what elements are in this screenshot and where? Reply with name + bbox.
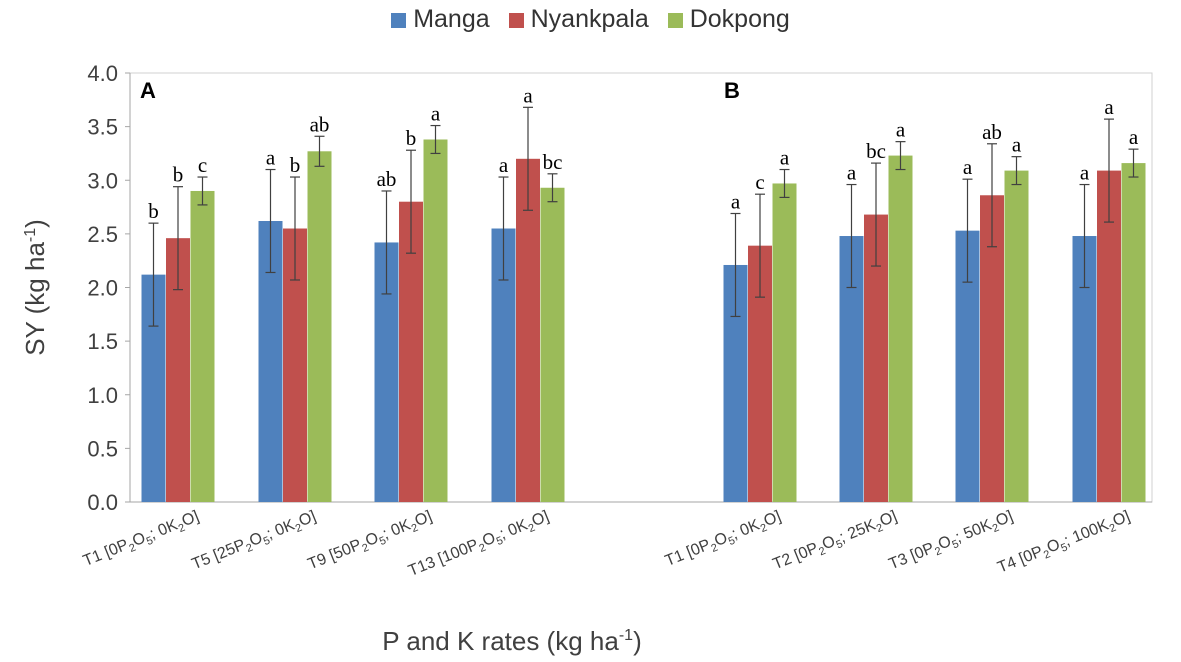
bar-dokpong [307,151,332,503]
significance-letter: a [896,118,906,142]
y-tick-label: 0.5 [87,436,118,461]
significance-letter: c [755,170,764,194]
y-tick-label: 1.0 [87,383,118,408]
x-tick-label: T1 [0P2O5; 0K2O] [663,508,785,573]
x-axis-title: P and K rates (kg ha-1) [382,626,641,656]
bar-nyankpala [1097,170,1121,502]
legend-label-nyankpala: Nyankpala [530,4,649,33]
legend-swatch-nyankpala [508,12,524,28]
bar-nyankpala [516,158,540,503]
panel-label-a: A [140,78,156,103]
significance-letter: a [1104,95,1114,119]
significance-letter: a [499,153,509,177]
y-axis-title: SY (kg ha-1) [20,219,50,356]
significance-letter: ab [982,120,1002,144]
legend-swatch-dokpong [667,12,683,28]
legend-swatch-manga [391,12,407,28]
significance-letter: a [266,146,276,170]
significance-letter: ab [377,167,397,191]
significance-letter: bc [543,150,563,174]
legend: Manga Nyankpala Dokpong [0,4,1181,34]
bar-dokpong [540,187,565,502]
y-tick-label: 2.0 [87,276,118,301]
bar-dokpong [772,183,797,502]
bar-dokpong [1004,170,1029,502]
x-tick-label: T2 [0P2O5; 25K2O] [771,508,901,576]
legend-label-dokpong: Dokpong [689,4,790,33]
y-tick-label: 1.5 [87,329,118,354]
significance-letter: bc [866,139,886,163]
x-tick-label: T1 [0P2O5; 0K2O] [81,508,203,573]
significance-letter: a [431,102,441,126]
legend-item-dokpong: Dokpong [667,4,790,34]
x-tick-label: T4 [0P2O5; 100K2O] [995,508,1133,579]
legend-item-manga: Manga [391,4,490,34]
significance-letter: a [1080,161,1090,185]
bar-dokpong [190,190,215,502]
y-tick-label: 4.0 [87,61,118,86]
bar-dokpong [1121,163,1146,502]
bar-dokpong [423,139,448,502]
legend-label-manga: Manga [413,4,490,33]
y-tick-label: 3.5 [87,115,118,140]
significance-letter: c [198,153,207,177]
significance-letter: a [731,189,741,213]
significance-letter: ab [310,112,330,136]
x-tick-label: T5 [25P2O5; 0K2O] [190,508,320,576]
significance-letter: a [847,161,857,185]
panel-label-b: B [724,78,740,103]
y-tick-label: 2.5 [87,222,118,247]
legend-item-nyankpala: Nyankpala [508,4,649,34]
bar-dokpong [888,155,913,502]
significance-letter: b [290,153,301,177]
significance-letter: a [963,155,973,179]
significance-letter: b [173,163,184,187]
significance-letter: a [1129,125,1139,149]
significance-letter: b [148,199,159,223]
significance-letter: a [780,146,790,170]
significance-letter: a [523,83,533,107]
y-tick-label: 3.0 [87,168,118,193]
significance-letter: b [406,126,417,150]
y-tick-label: 0.0 [87,490,118,515]
significance-letter: a [1012,133,1022,157]
